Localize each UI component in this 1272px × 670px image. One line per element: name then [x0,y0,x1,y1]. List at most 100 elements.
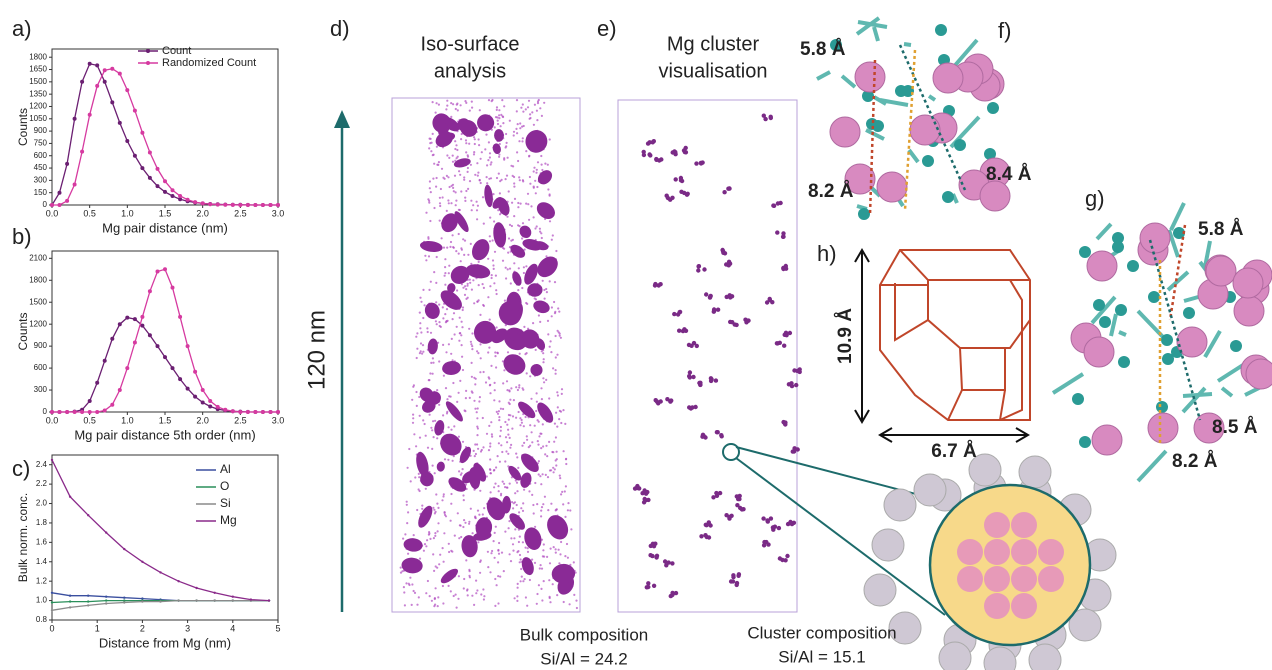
point [105,531,107,533]
atom-dot [537,444,539,446]
atom-dot [409,577,411,579]
atom-dot [427,238,429,240]
atom-dot [416,405,418,407]
atom-dot [540,483,542,485]
atom-dot [452,184,454,186]
atom-dot [452,460,454,462]
atom-dot [431,142,433,144]
point [216,405,220,409]
point [177,580,179,582]
cluster [646,498,650,502]
point [133,341,137,345]
atom-dot [427,447,429,449]
bulk-composition: Si/Al = 24.2 [540,649,627,668]
atom-dot [498,154,500,156]
atom-dot [507,429,509,431]
point [51,592,53,594]
atom-dot [561,393,563,395]
atom-dot [560,337,562,339]
atom-dot [413,433,415,435]
atom-dot [469,110,471,112]
dimension-label: 6.7 Å [931,441,977,462]
atom-dot [505,277,507,279]
point [148,289,152,293]
atom-dot [564,555,566,557]
atom-dot [497,120,499,122]
atom-dot [518,384,520,386]
atom-dot [418,488,420,490]
cluster [665,194,669,198]
atom-dot [519,417,521,419]
iso-surface [439,566,461,586]
grey-atom [914,474,946,506]
atom-dot [565,458,567,460]
point [163,355,167,359]
atom-dot [553,301,555,303]
point [105,596,107,598]
point [69,496,71,498]
atom-dot [428,289,430,291]
point [156,344,160,348]
atom-dot [452,246,454,248]
atom-dot [504,531,506,533]
atom-dot [522,389,524,391]
atom-dot [520,203,522,205]
atom-dot [536,603,538,605]
atom-dot [422,419,424,421]
atom-dot [427,331,429,333]
atom-dot [437,596,439,598]
atom-dot [542,280,544,282]
atom-dot [443,561,445,563]
atom-dot [432,553,434,555]
atom-dot [420,342,422,344]
point [223,408,227,412]
atom-dot [488,347,490,349]
atom-dot [483,595,485,597]
x-tick-label: 3.0 [272,208,285,218]
atom-dot [487,159,489,161]
atom-dot [492,259,494,261]
x-tick-label: 1 [95,623,100,633]
atom-dot [552,467,554,469]
panel-label: b) [12,224,32,249]
atom-dot [434,472,436,474]
bond [1183,388,1205,412]
atom-dot [450,590,452,592]
atom-dot [448,585,450,587]
atom-dot [429,538,431,540]
point [140,131,144,135]
atom-dot [522,111,524,113]
point [195,599,197,601]
atom-dot [467,283,469,285]
atom-dot [507,351,509,353]
atom-dot [539,321,541,323]
atom-dot [460,334,462,336]
atom-dot [476,218,478,220]
point [269,203,273,207]
x-tick-label: 4 [230,623,235,633]
atom-dot [529,445,531,447]
atom-dot [569,603,571,605]
atom-dot [452,234,454,236]
series-line [52,269,278,412]
point [159,571,161,573]
cluster [794,383,798,387]
atom-dot [491,436,493,438]
bond [929,96,935,100]
atom-dot [495,526,497,528]
point [193,395,197,399]
atom-dot [513,502,515,504]
atom-dot [471,209,473,211]
atom-dot [520,558,522,560]
atom-dot [528,219,530,221]
y-tick-label: 1.6 [36,537,48,546]
atom-dot [452,155,454,157]
atom-dot [404,604,406,606]
series-line [52,460,269,601]
atom-dot [506,389,508,391]
atom-dot [522,137,524,139]
atom-dot [451,551,453,553]
atom-dot [514,198,516,200]
atom-dot [458,470,460,472]
y-axis-title: Bulk norm. conc. [16,493,30,582]
